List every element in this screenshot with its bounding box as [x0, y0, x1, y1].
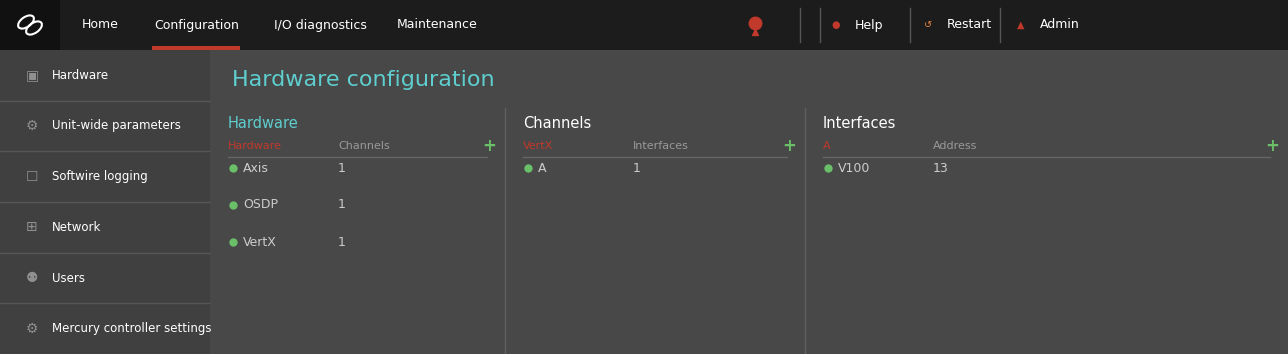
Text: Maintenance: Maintenance: [397, 18, 478, 32]
Text: I/O diagnostics: I/O diagnostics: [273, 18, 367, 32]
Text: ↺: ↺: [923, 20, 933, 30]
Text: Hardware: Hardware: [228, 141, 282, 151]
Text: Interfaces: Interfaces: [823, 116, 896, 131]
Text: Admin: Admin: [1039, 18, 1079, 32]
Text: VertX: VertX: [523, 141, 554, 151]
Text: Channels: Channels: [337, 141, 390, 151]
Text: Hardware configuration: Hardware configuration: [232, 70, 495, 90]
Text: Network: Network: [52, 221, 102, 234]
Bar: [0, 0, 1288, 50]
Text: Channels: Channels: [523, 116, 591, 131]
Text: Interfaces: Interfaces: [632, 141, 689, 151]
Text: Address: Address: [933, 141, 978, 151]
Text: ☐: ☐: [26, 170, 39, 184]
Bar: [210, 108, 505, 354]
Bar: [505, 108, 805, 354]
Text: ●: ●: [832, 20, 840, 30]
Text: ⚉: ⚉: [26, 271, 39, 285]
Text: +: +: [482, 137, 496, 155]
Text: 1: 1: [632, 161, 641, 175]
Text: OSDP: OSDP: [243, 199, 278, 211]
Text: ⚙: ⚙: [26, 119, 39, 133]
Text: VertX: VertX: [243, 235, 277, 249]
Text: Hardware: Hardware: [52, 69, 109, 82]
Bar: [210, 50, 1288, 354]
Text: ⊞: ⊞: [26, 220, 37, 234]
Text: ▣: ▣: [26, 68, 39, 82]
Text: Unit-wide parameters: Unit-wide parameters: [52, 120, 180, 132]
Text: A: A: [538, 161, 546, 175]
Bar: [805, 108, 1288, 354]
Text: Configuration: Configuration: [155, 18, 240, 32]
Text: Softwire logging: Softwire logging: [52, 170, 148, 183]
Text: Users: Users: [52, 272, 85, 285]
Text: Home: Home: [81, 18, 118, 32]
Bar: [0, 0, 61, 50]
Bar: [0, 50, 210, 354]
Text: ⚙: ⚙: [26, 322, 39, 336]
Text: 1: 1: [337, 199, 346, 211]
Text: Restart: Restart: [947, 18, 992, 32]
Bar: [152, 46, 240, 50]
Text: Axis: Axis: [243, 161, 269, 175]
Text: Hardware: Hardware: [228, 116, 299, 131]
Text: ▲: ▲: [1018, 20, 1025, 30]
Text: A: A: [823, 141, 831, 151]
Text: Help: Help: [855, 18, 884, 32]
Text: +: +: [1265, 137, 1279, 155]
Text: 13: 13: [933, 161, 949, 175]
Text: V100: V100: [838, 161, 871, 175]
Text: 1: 1: [337, 161, 346, 175]
Text: +: +: [782, 137, 796, 155]
Text: 1: 1: [337, 235, 346, 249]
Text: Mercury controller settings: Mercury controller settings: [52, 322, 211, 335]
